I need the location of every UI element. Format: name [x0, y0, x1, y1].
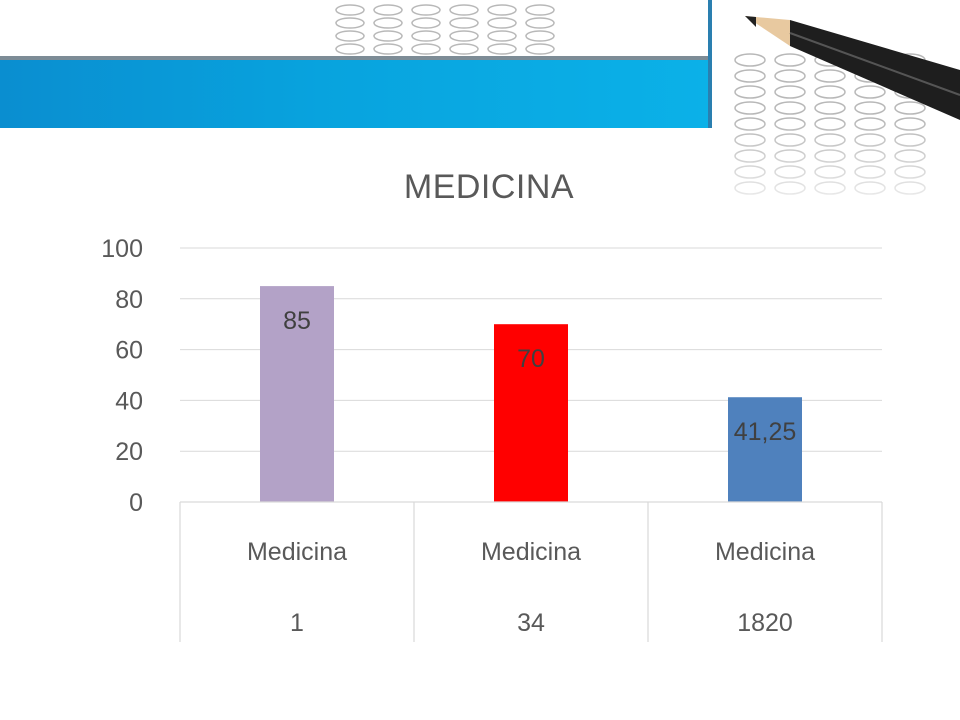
bar	[728, 397, 802, 502]
category-label-number: 1	[290, 609, 304, 637]
header-band	[0, 56, 710, 128]
category-label-number: 1820	[737, 609, 793, 637]
y-tick-label: 20	[115, 438, 143, 466]
category-label-name: Medicina	[715, 538, 815, 566]
bar	[494, 324, 568, 502]
chart-title: MEDICINA	[403, 168, 575, 206]
pencil-icon	[745, 16, 960, 120]
y-tick-label: 0	[129, 489, 143, 517]
data-label: 85	[283, 307, 311, 335]
data-label: 41,25	[734, 418, 797, 446]
y-tick-label: 100	[101, 235, 143, 263]
bar	[260, 286, 334, 502]
data-label: 70	[517, 345, 545, 373]
category-label-number: 34	[517, 609, 545, 637]
y-tick-label: 40	[115, 387, 143, 415]
category-label-name: Medicina	[247, 538, 347, 566]
category-label-name: Medicina	[481, 538, 581, 566]
y-tick-label: 80	[115, 286, 143, 314]
answer-sheet-background	[0, 4, 960, 230]
y-tick-label: 60	[115, 337, 143, 365]
header-band-edge	[708, 0, 712, 128]
